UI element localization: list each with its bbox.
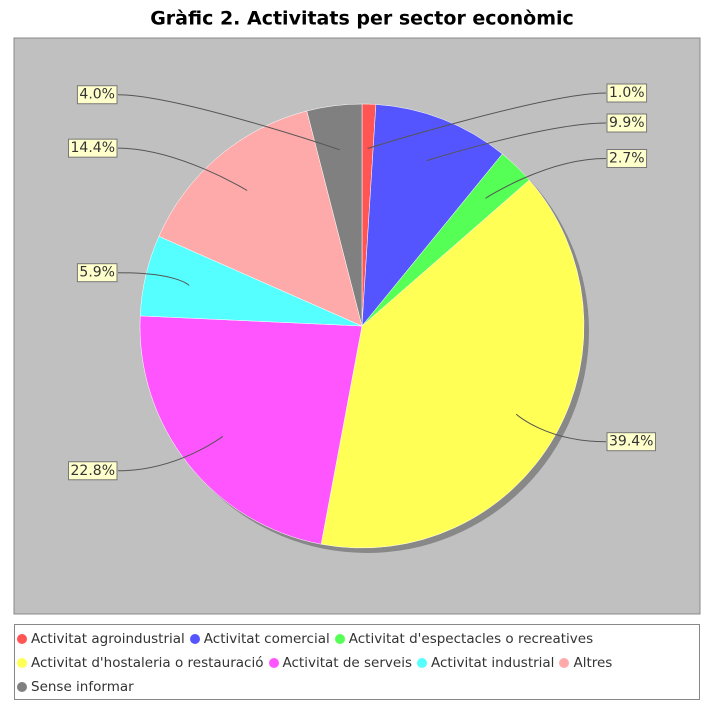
- pie-slice: [139, 315, 363, 545]
- label-connector: [117, 147, 248, 191]
- label-box: [606, 432, 656, 452]
- legend-swatch: [17, 658, 27, 668]
- legend-label: Activitat agroindustrial: [31, 631, 185, 647]
- data-label: 14.4%: [71, 140, 115, 156]
- legend-item: Altres: [559, 651, 612, 675]
- legend: Activitat agroindustrial Activitat comerc…: [14, 624, 700, 700]
- label-box: [68, 138, 118, 158]
- legend-item: Sense informar: [17, 675, 134, 699]
- legend-swatch: [268, 658, 279, 668]
- chart-title: Gràfic 2. Activitats per sector econòmic: [150, 8, 574, 30]
- label-box: [76, 263, 118, 283]
- legend-item: Activitat industrial: [417, 651, 554, 675]
- label-connector: [117, 435, 224, 472]
- label-connector: [117, 272, 190, 286]
- legend-label: Activitat d'espectacles o recreatives: [348, 631, 594, 647]
- legend-label: Sense informar: [31, 679, 134, 695]
- pie-slice: [158, 110, 363, 327]
- label-connector: [367, 92, 607, 149]
- data-label: 39.4%: [609, 434, 653, 450]
- pie-slice: [320, 179, 585, 549]
- legend-label: Activitat comercial: [203, 631, 330, 647]
- label-connector: [117, 94, 340, 151]
- legend-item: Activitat agroindustrial: [17, 627, 185, 651]
- data-label: 1.0%: [609, 85, 645, 101]
- legend-swatch: [417, 658, 427, 668]
- legend-label: Activitat de serveis: [282, 655, 413, 671]
- legend-swatch: [559, 658, 570, 668]
- legend-swatch: [17, 634, 27, 644]
- data-label: 2.7%: [609, 150, 645, 166]
- pie-slice: [306, 103, 363, 327]
- legend-label: Altres: [573, 655, 613, 671]
- legend-swatch: [17, 682, 27, 692]
- label-box: [606, 148, 648, 168]
- label-connector: [426, 122, 607, 162]
- legend-swatch: [334, 634, 345, 644]
- label-box: [68, 461, 118, 481]
- legend-item: Activitat d'espectacles o recreatives: [334, 627, 594, 651]
- data-label: 4.0%: [79, 87, 115, 103]
- legend-label: Activitat d'hostaleria o restauració: [31, 655, 264, 671]
- label-box: [606, 83, 648, 103]
- legend-swatch: [189, 634, 200, 644]
- legend-item: Activitat d'hostaleria o restauració: [17, 651, 264, 675]
- label-box: [606, 113, 648, 133]
- pie-slice: [361, 104, 503, 327]
- legend-item: Activitat comercial: [189, 627, 330, 651]
- label-connector: [515, 413, 607, 443]
- data-label: 9.9%: [609, 115, 645, 131]
- data-label: 5.9%: [79, 265, 115, 281]
- data-label: 22.8%: [71, 463, 115, 479]
- legend-item: Activitat de serveis: [268, 651, 413, 675]
- label-connector: [485, 157, 607, 199]
- chart: Gràfic 2. Activitats per sector econòmic…: [13, 8, 701, 615]
- label-box: [76, 85, 118, 105]
- legend-label: Activitat industrial: [431, 655, 555, 671]
